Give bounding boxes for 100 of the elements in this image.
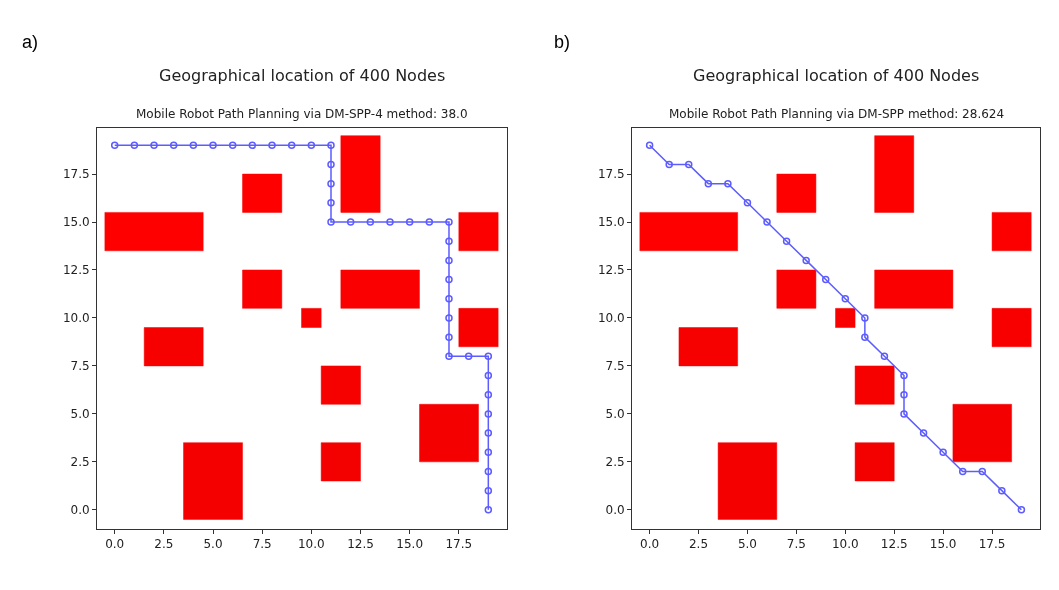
y-tick-label: 2.5 xyxy=(70,455,90,470)
y-tick-label: 7.5 xyxy=(70,359,90,374)
y-tick-label: 15.0 xyxy=(62,215,90,230)
point xyxy=(782,237,791,245)
point xyxy=(386,218,394,226)
point xyxy=(704,179,713,188)
point xyxy=(110,141,119,150)
y-tick-label: 5.0 xyxy=(70,407,90,422)
x-tick-label: 0.0 xyxy=(640,537,660,552)
point xyxy=(802,256,810,265)
chart-subtitle: Mobile Robot Path Planning via DM-SPP method: 28.624 xyxy=(669,107,1005,121)
point xyxy=(327,160,335,169)
point xyxy=(346,218,355,226)
point xyxy=(130,141,139,150)
point xyxy=(464,352,473,361)
point xyxy=(763,218,771,226)
text: a) xyxy=(22,32,39,52)
point xyxy=(445,352,453,361)
point xyxy=(189,141,198,150)
chart-subtitle: Mobile Robot Path Planning via DM-SPP-4 method: 38.0 xyxy=(136,107,468,121)
point xyxy=(445,218,453,226)
x-tick-label: 12.5 xyxy=(880,537,908,552)
x-tick-label: 15.0 xyxy=(929,537,957,552)
point xyxy=(484,429,493,437)
y-tick-label: 12.5 xyxy=(62,263,90,278)
point xyxy=(327,141,335,150)
x-tick-label: 10.0 xyxy=(831,537,859,552)
point xyxy=(821,275,830,284)
x-tick-label: 7.5 xyxy=(786,537,806,552)
point xyxy=(445,314,453,322)
point xyxy=(405,218,414,226)
y-tick-label: 0.0 xyxy=(605,503,625,518)
chart-title: Geographical location of 400 Nodes xyxy=(159,66,446,85)
x-tick-label: 7.5 xyxy=(252,537,272,552)
point xyxy=(743,199,752,207)
x-tick-label: 5.0 xyxy=(737,537,757,552)
point xyxy=(484,371,493,380)
y-tick-label: 17.5 xyxy=(62,167,90,182)
x-tick-label: 2.5 xyxy=(688,537,709,552)
y-tick-label: 15.0 xyxy=(597,215,625,230)
point xyxy=(939,448,947,456)
point xyxy=(998,486,1006,495)
point xyxy=(484,506,493,514)
y-tick-label: 2.5 xyxy=(605,455,625,470)
point xyxy=(366,218,375,226)
point xyxy=(484,352,493,361)
point xyxy=(484,486,493,495)
text: b) xyxy=(554,32,571,52)
point xyxy=(880,352,889,361)
y-tick-label: 7.5 xyxy=(605,359,625,374)
point xyxy=(425,218,434,226)
y-tick-label: 5.0 xyxy=(605,407,625,422)
x-tick-label: 17.5 xyxy=(445,537,473,552)
point xyxy=(445,295,453,303)
point xyxy=(445,256,453,265)
point xyxy=(958,467,967,476)
point xyxy=(307,141,316,150)
x-tick-label: 0.0 xyxy=(105,537,125,552)
point xyxy=(919,429,928,437)
chart-title: Geographical location of 400 Nodes xyxy=(693,66,980,85)
point xyxy=(287,141,296,150)
x-tick-label: 12.5 xyxy=(347,537,374,552)
point xyxy=(978,467,987,476)
point xyxy=(228,141,237,150)
point xyxy=(900,390,908,399)
point xyxy=(209,141,217,150)
y-tick-label: 17.5 xyxy=(597,167,625,182)
point xyxy=(445,275,453,284)
point xyxy=(861,314,869,322)
point xyxy=(327,179,335,188)
y-tick-label: 0.0 xyxy=(70,503,90,518)
point xyxy=(484,410,493,418)
point xyxy=(841,295,850,303)
point xyxy=(248,141,257,150)
point xyxy=(900,410,908,418)
point xyxy=(445,237,453,245)
point xyxy=(665,160,673,169)
x-tick-label: 2.5 xyxy=(154,537,174,552)
x-tick-label: 5.0 xyxy=(203,537,223,552)
x-tick-label: 10.0 xyxy=(297,537,325,552)
point xyxy=(861,333,869,341)
x-tick-label: 17.5 xyxy=(978,537,1006,552)
point xyxy=(645,141,654,150)
point xyxy=(484,390,493,399)
y-tick-label: 12.5 xyxy=(597,263,625,278)
point xyxy=(169,141,178,150)
y-tick-label: 10.0 xyxy=(62,311,90,326)
y-tick-label: 10.0 xyxy=(597,311,625,326)
point xyxy=(268,141,276,150)
point xyxy=(327,199,335,207)
point xyxy=(685,160,693,169)
x-tick-label: 15.0 xyxy=(396,537,424,552)
point xyxy=(327,218,335,226)
point xyxy=(724,179,732,188)
point xyxy=(484,467,493,476)
point xyxy=(445,333,453,341)
point xyxy=(150,141,158,150)
point xyxy=(1017,506,1026,514)
point xyxy=(900,371,908,380)
point xyxy=(484,448,493,456)
